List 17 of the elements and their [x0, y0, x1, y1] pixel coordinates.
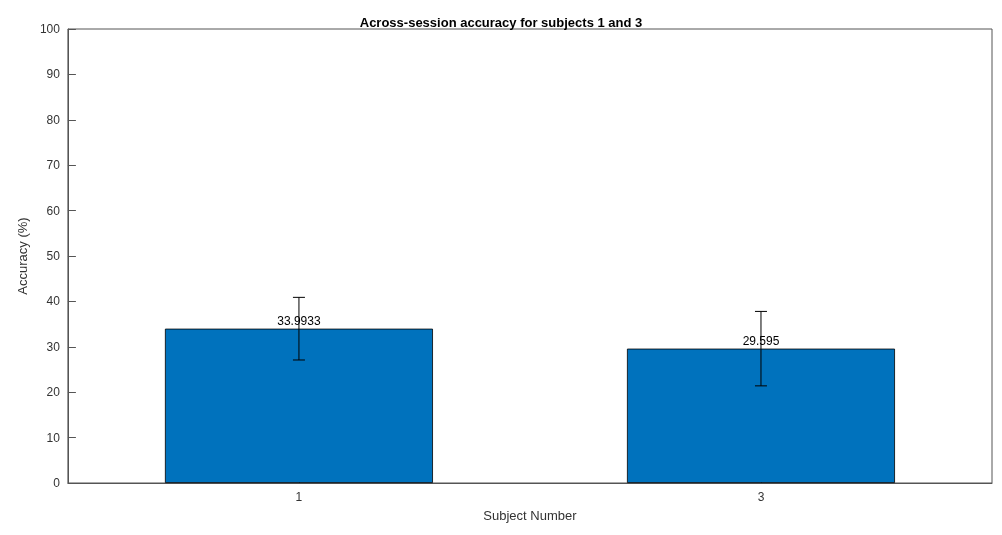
y-tick-label: 90 [46, 67, 61, 82]
y-tick-label: 10 [46, 430, 61, 445]
y-tick-label: 100 [39, 22, 61, 36]
y-tick-label: 20 [46, 385, 61, 400]
y-tick-label: 60 [46, 203, 61, 218]
y-axis-title: Accuracy (%) [15, 217, 30, 295]
y-tick-label: 0 [53, 476, 61, 490]
chart-title: Across-session accuracy for subjects 1 and 3 [359, 15, 643, 30]
x-tick-label: 1 [295, 490, 303, 504]
y-tick-label: 70 [46, 158, 61, 173]
x-tick-label: 3 [757, 490, 765, 504]
y-tick-label: 30 [46, 339, 61, 354]
y-tick-label: 40 [46, 294, 61, 309]
y-tick-label: 50 [46, 249, 61, 263]
data-label: 29.595 [742, 333, 780, 348]
y-tick-label: 80 [46, 112, 61, 127]
x-axis-title: Subject Number [483, 508, 578, 523]
